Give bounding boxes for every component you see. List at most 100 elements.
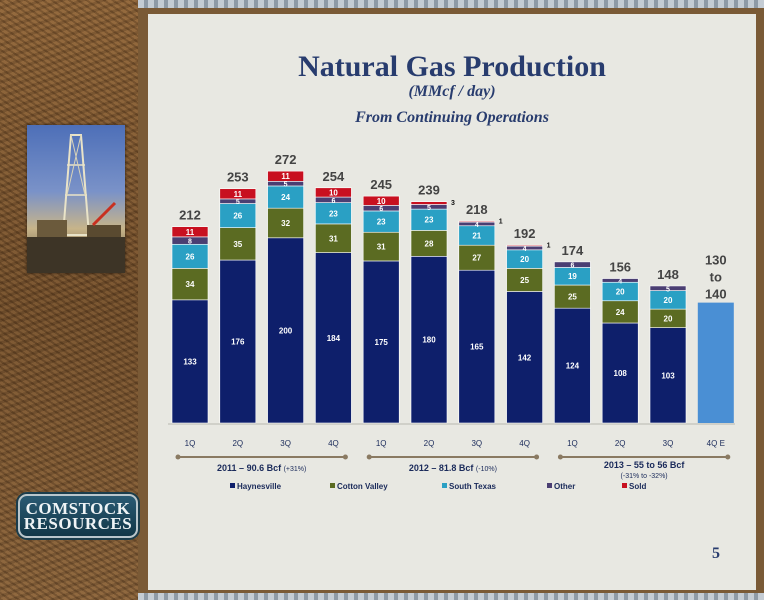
bar-segment-haynesville — [649, 327, 687, 424]
decorative-top-band — [138, 0, 764, 8]
data-label-south-texas: 26 — [186, 252, 195, 261]
legend-label-haynesville: Haynesville — [237, 482, 282, 491]
legend-swatch-cotton-valley — [330, 483, 335, 488]
bar-segment-cotton-valley — [362, 231, 400, 262]
group-bracket-end — [366, 454, 372, 460]
bar-segment-other — [649, 285, 687, 291]
bar-segment-south-texas — [219, 203, 257, 228]
total-label: 148 — [657, 267, 679, 282]
category-label: 3Q — [663, 439, 674, 448]
data-label-south-texas: 20 — [664, 296, 673, 305]
bar-segment-cotton-valley — [458, 244, 496, 271]
legend-swatch-haynesville — [230, 483, 235, 488]
group-bracket-end — [725, 454, 731, 460]
bar-segment-haynesville — [219, 259, 257, 424]
bar-segment-sold — [219, 188, 257, 200]
group-label: 2011 – 90.6 Bcf (+31%) — [217, 463, 306, 473]
data-label-sold: 1 — [547, 243, 551, 250]
data-label-cotton-valley: 24 — [616, 308, 625, 317]
total-label: 192 — [514, 226, 536, 241]
category-label: 1Q — [376, 439, 387, 448]
data-label-other: 6 — [331, 198, 335, 205]
bar-segment-sold — [506, 244, 543, 247]
data-label-haynesville: 103 — [661, 371, 675, 380]
data-label-south-texas: 20 — [520, 255, 529, 264]
bar-segment-sold — [458, 220, 496, 223]
data-label-other: 6 — [379, 206, 383, 213]
data-label-sold: 10 — [329, 188, 338, 197]
data-label-other: 4 — [618, 278, 622, 285]
chart-units: (MMcf / day) — [408, 83, 496, 100]
data-label-south-texas: 19 — [568, 272, 577, 281]
bar-segment-sold — [315, 187, 352, 198]
data-label-sold: 1 — [499, 219, 503, 226]
category-label: 3Q — [280, 439, 291, 448]
category-label: 4Q — [519, 439, 530, 448]
data-label-other: 5 — [236, 199, 240, 206]
decorative-left-panel: COMSTOCK RESOURCES — [0, 0, 138, 600]
data-label-other: 8 — [188, 239, 192, 246]
group-bracket-end — [534, 454, 540, 460]
legend-swatch-sold — [622, 483, 627, 488]
bar-estimate-4qe — [697, 302, 734, 423]
data-label-cotton-valley: 31 — [377, 243, 386, 252]
data-label-sold: 11 — [281, 172, 290, 181]
data-label-haynesville: 165 — [470, 343, 484, 352]
data-label-cotton-valley: 25 — [520, 276, 529, 285]
data-label-cotton-valley: 27 — [472, 254, 481, 263]
total-label: 218 — [466, 202, 488, 217]
total-label: 272 — [275, 152, 297, 167]
data-label-haynesville: 176 — [231, 338, 245, 347]
total-label: 140 — [705, 287, 727, 302]
data-label-other: 6 — [570, 263, 574, 270]
bar-segment-haynesville — [410, 256, 448, 424]
group-bracket-end — [342, 454, 348, 460]
category-label: 3Q — [471, 439, 482, 448]
category-label: 2Q — [424, 439, 435, 448]
group-sublabel: (-31% to -32%) — [621, 473, 668, 480]
bar-segment-cotton-valley — [267, 207, 304, 239]
bar-segment-haynesville — [267, 237, 304, 424]
bar-segment-haynesville — [315, 252, 352, 424]
legend-swatch-other — [547, 483, 552, 488]
bar-segment-haynesville — [171, 299, 209, 424]
legend-swatch-south-texas — [442, 483, 447, 488]
data-label-haynesville: 124 — [566, 362, 580, 371]
drilling-rig-photo — [27, 125, 125, 273]
category-label: 4Q E — [707, 439, 725, 448]
category-label: 4Q — [328, 439, 339, 448]
total-label: to — [710, 270, 722, 285]
group-label: 2012 – 81.8 Bcf (-10%) — [409, 463, 497, 473]
bar-segment-cotton-valley — [315, 223, 352, 253]
data-label-haynesville: 142 — [518, 353, 532, 362]
data-label-cotton-valley: 28 — [425, 239, 434, 248]
legend-label-other: Other — [554, 482, 575, 491]
decorative-bottom-band — [138, 593, 764, 600]
company-logo: COMSTOCK RESOURCES — [18, 494, 138, 538]
category-label: 2Q — [615, 439, 626, 448]
data-label-haynesville: 175 — [375, 338, 389, 347]
data-label-sold: 11 — [186, 228, 195, 237]
bar-segment-sold — [171, 226, 209, 238]
data-label-sold: 11 — [234, 190, 243, 199]
data-label-south-texas: 23 — [329, 209, 338, 218]
data-label-south-texas: 23 — [425, 216, 434, 225]
data-label-cotton-valley: 34 — [186, 280, 195, 289]
legend-label-south-texas: South Texas — [449, 482, 497, 491]
legend-label-cotton-valley: Cotton Valley — [337, 482, 388, 491]
data-label-cotton-valley: 31 — [329, 234, 338, 243]
bar-segment-haynesville — [506, 291, 543, 424]
data-label-haynesville: 133 — [183, 357, 197, 366]
legend-label-sold: Sold — [629, 482, 646, 491]
total-label: 156 — [609, 260, 631, 275]
total-label: 245 — [370, 177, 392, 192]
bar-segment-sold — [362, 195, 400, 206]
data-label-haynesville: 200 — [279, 326, 293, 335]
total-label: 130 — [705, 253, 727, 268]
bar-segment-other — [554, 261, 591, 268]
bar-segment-cotton-valley — [410, 230, 448, 257]
bar-segment-sold — [410, 201, 448, 205]
data-label-cotton-valley: 35 — [233, 240, 242, 249]
data-label-other: 4 — [475, 222, 479, 229]
group-bracket-end — [557, 454, 563, 460]
